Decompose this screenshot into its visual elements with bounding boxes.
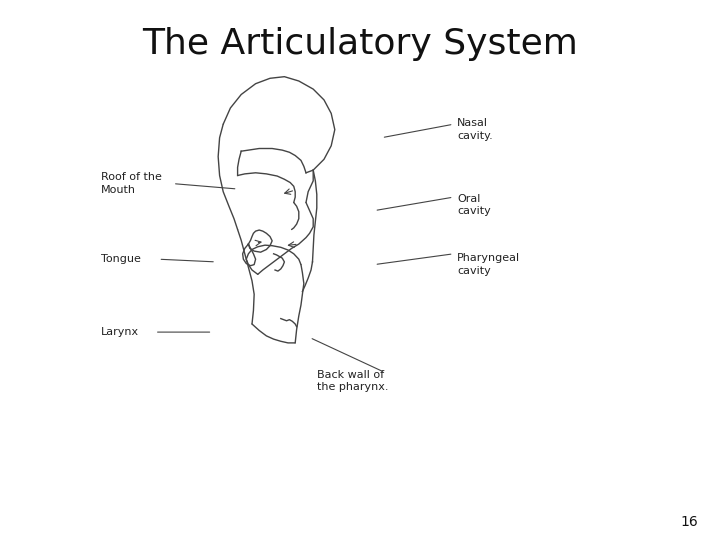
Text: Back wall of
the pharynx.: Back wall of the pharynx. [317, 369, 388, 392]
Text: Oral
cavity: Oral cavity [457, 194, 491, 217]
Text: Larynx: Larynx [101, 327, 139, 337]
Text: The Articulatory System: The Articulatory System [142, 27, 578, 61]
Text: Nasal
cavity.: Nasal cavity. [457, 118, 493, 141]
Text: 16: 16 [680, 515, 698, 529]
Text: Roof of the
Mouth: Roof of the Mouth [101, 172, 162, 195]
Text: Pharyngeal
cavity: Pharyngeal cavity [457, 253, 521, 276]
Text: Tongue: Tongue [101, 254, 140, 264]
